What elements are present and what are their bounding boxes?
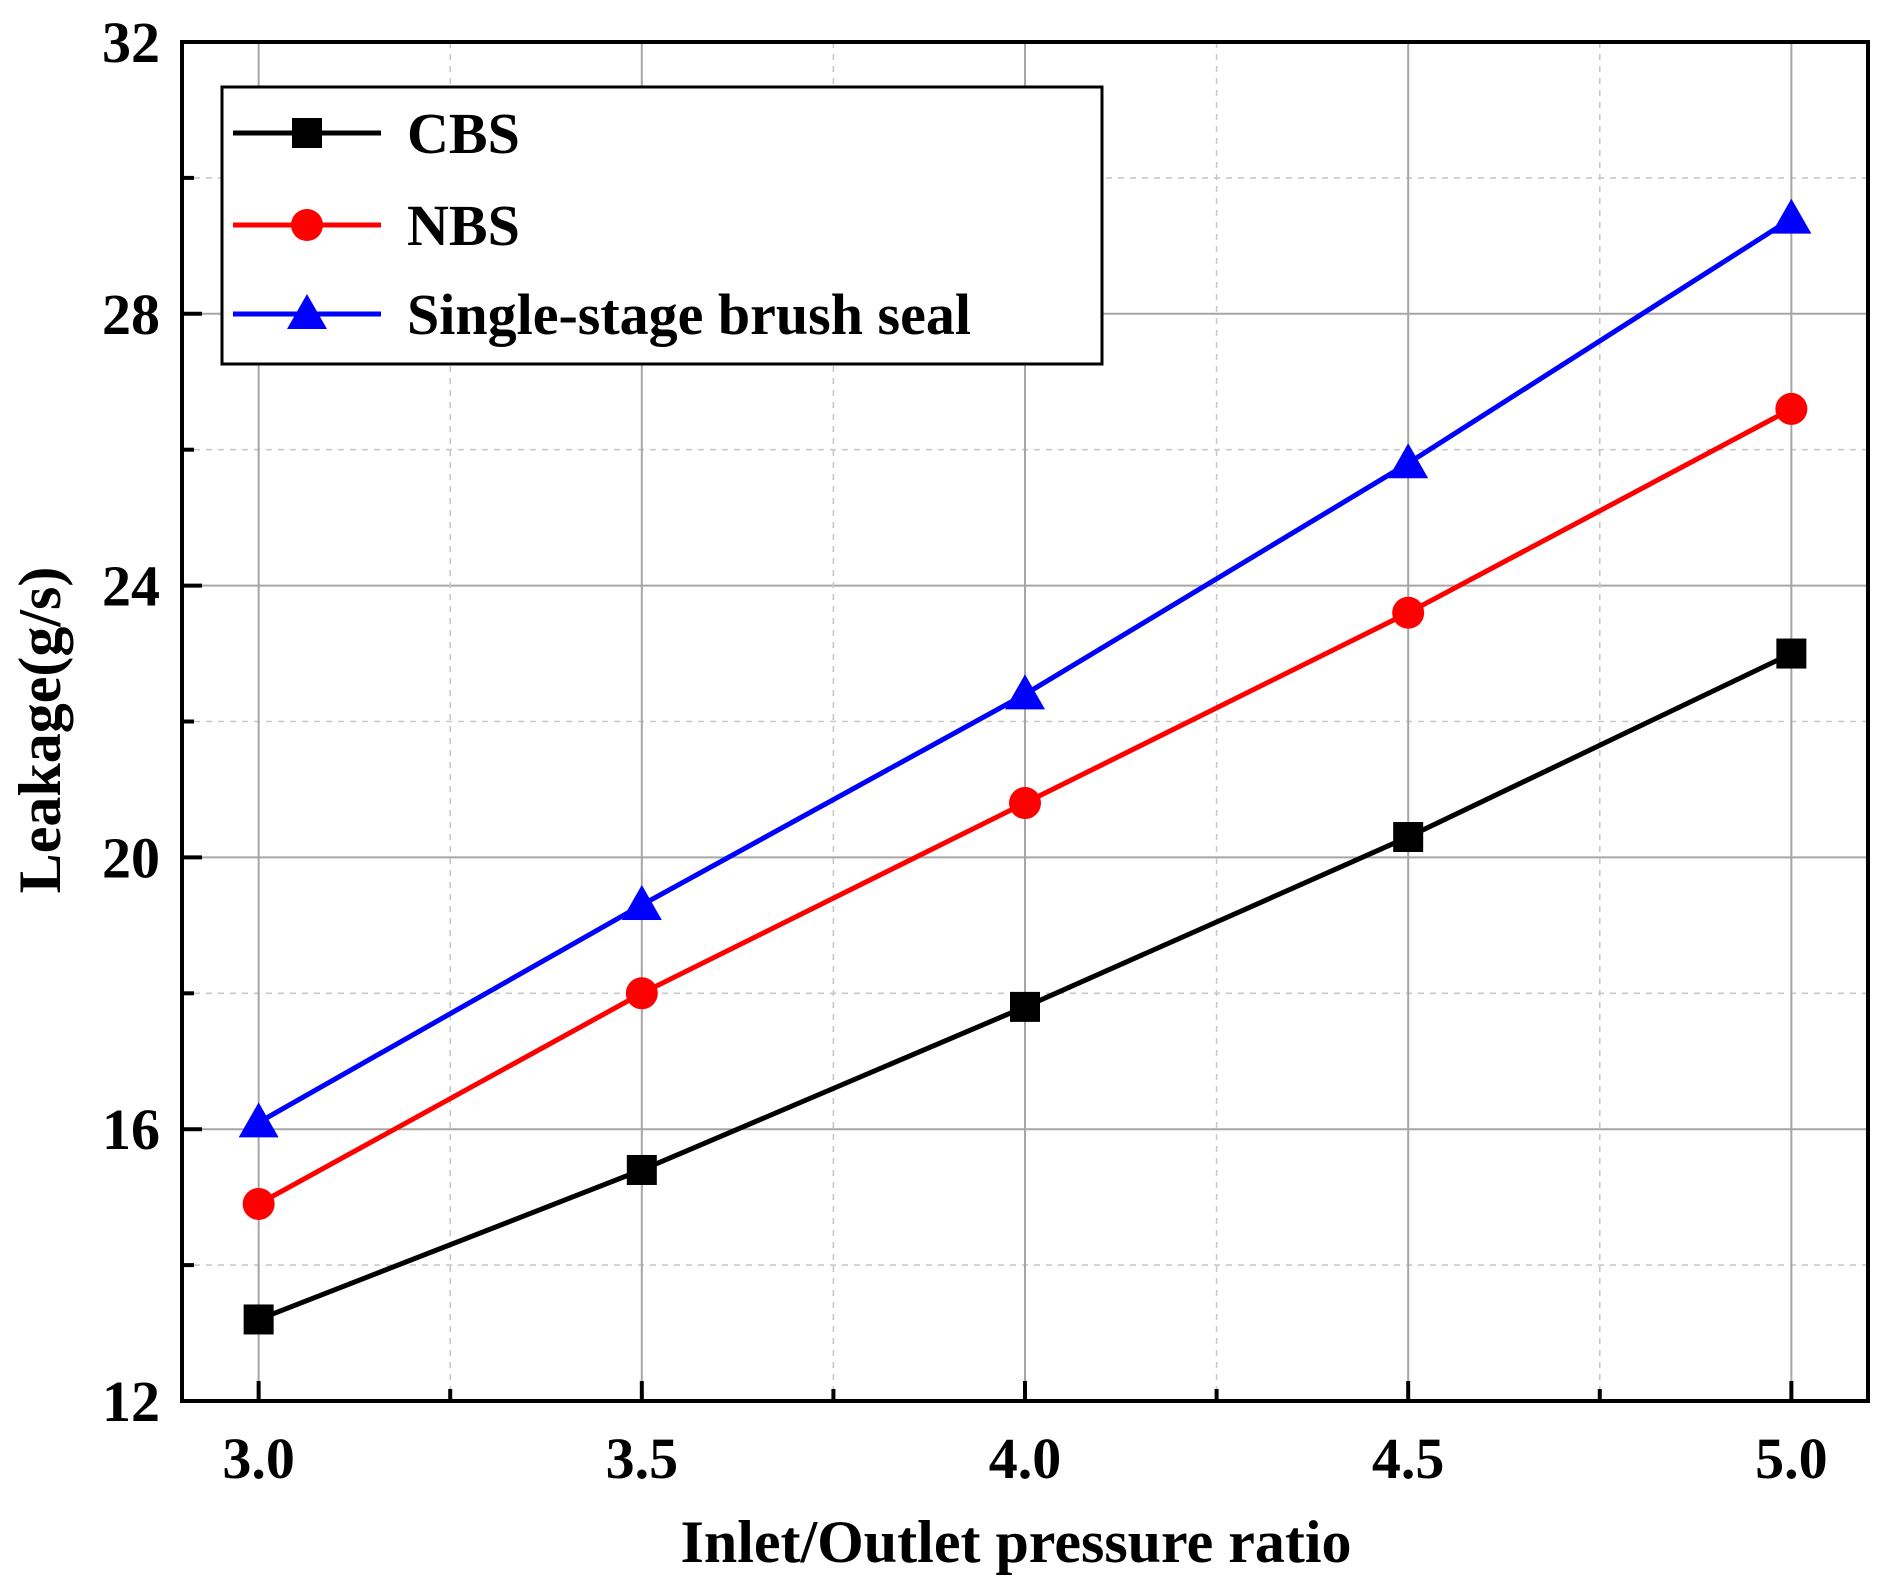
tick-labels: 12 16 20 24 28 32 3.0 3.5 4.0 4.5 5.0 bbox=[102, 10, 1828, 1491]
series-layer bbox=[238, 198, 1812, 1335]
axis-ticks bbox=[182, 40, 1794, 1403]
y-axis-title: Leakage(g/s) bbox=[7, 567, 73, 894]
data-point bbox=[242, 1187, 275, 1220]
data-point bbox=[1392, 596, 1425, 629]
y-tick-label: 32 bbox=[102, 10, 160, 75]
x-tick-label: 3.0 bbox=[222, 1426, 295, 1491]
data-point bbox=[1005, 674, 1045, 710]
y-tick-label: 24 bbox=[102, 554, 160, 619]
series-2 bbox=[238, 198, 1812, 1138]
legend-marker bbox=[291, 209, 323, 241]
data-point bbox=[621, 884, 662, 920]
series-1 bbox=[242, 392, 1808, 1220]
data-point bbox=[243, 1304, 274, 1335]
x-tick-label: 3.5 bbox=[606, 1426, 679, 1491]
series-0 bbox=[243, 638, 1807, 1335]
x-axis-title: Inlet/Outlet pressure ratio bbox=[680, 1509, 1351, 1575]
data-point bbox=[1771, 198, 1812, 234]
y-tick-label: 16 bbox=[102, 1097, 160, 1162]
data-point bbox=[1776, 638, 1807, 669]
data-point bbox=[1010, 991, 1040, 1022]
y-tick-label: 28 bbox=[102, 282, 160, 347]
y-tick-label: 20 bbox=[102, 825, 160, 890]
data-point bbox=[238, 1102, 279, 1138]
data-point bbox=[1775, 392, 1808, 425]
x-tick-label: 4.0 bbox=[989, 1426, 1062, 1491]
legend-label: NBS bbox=[407, 193, 520, 258]
legend: CBS NBS Single-stage brush seal bbox=[220, 85, 1104, 366]
legend-marker bbox=[292, 118, 322, 148]
y-tick-label: 12 bbox=[102, 1369, 160, 1434]
x-tick-label: 5.0 bbox=[1755, 1426, 1828, 1491]
data-point bbox=[626, 1154, 657, 1185]
data-point bbox=[625, 977, 658, 1010]
legend-marker bbox=[287, 294, 327, 329]
x-tick-label: 4.5 bbox=[1372, 1426, 1445, 1491]
data-point bbox=[1009, 787, 1041, 820]
legend-label: Single-stage brush seal bbox=[407, 282, 971, 347]
data-point bbox=[1388, 443, 1429, 479]
data-point bbox=[1393, 822, 1424, 853]
legend-label: CBS bbox=[407, 101, 520, 166]
